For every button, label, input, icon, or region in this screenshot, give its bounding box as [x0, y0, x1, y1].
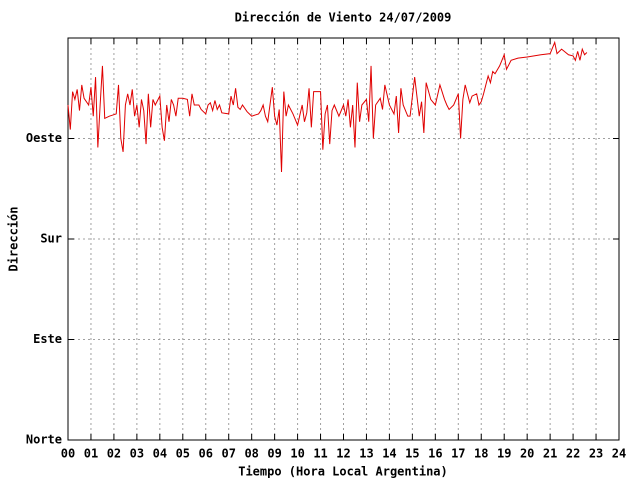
x-tick-label: 12 — [336, 447, 350, 461]
y-axis-label: Dirección — [7, 206, 21, 271]
y-tick-label: Oeste — [26, 131, 62, 145]
x-tick-label: 10 — [290, 447, 304, 461]
x-tick-label: 02 — [107, 447, 121, 461]
x-tick-label: 14 — [382, 447, 396, 461]
x-tick-label: 23 — [589, 447, 603, 461]
y-tick-label: Norte — [26, 433, 62, 447]
x-tick-label: 18 — [474, 447, 488, 461]
y-tick-label: Este — [33, 332, 62, 346]
x-tick-label: 06 — [199, 447, 213, 461]
x-tick-label: 17 — [451, 447, 465, 461]
x-tick-label: 22 — [566, 447, 580, 461]
x-tick-label: 11 — [313, 447, 327, 461]
x-axis-label: Tiempo (Hora Local Argentina) — [238, 465, 448, 479]
x-tick-label: 15 — [405, 447, 419, 461]
x-tick-label: 07 — [221, 447, 235, 461]
x-tick-label: 16 — [428, 447, 442, 461]
x-tick-label: 08 — [244, 447, 258, 461]
x-tick-label: 03 — [130, 447, 144, 461]
x-tick-label: 09 — [267, 447, 281, 461]
x-tick-label: 04 — [153, 447, 167, 461]
data-line — [67, 40, 588, 173]
x-tick-label: 05 — [176, 447, 190, 461]
x-tick-label: 21 — [543, 447, 557, 461]
chart-title: Dirección de Viento 24/07/2009 — [235, 11, 452, 25]
y-tick-label: Sur — [40, 232, 62, 246]
x-tick-label: 19 — [497, 447, 511, 461]
x-tick-label: 00 — [61, 447, 75, 461]
plot-border — [67, 37, 620, 441]
x-tick-label: 20 — [520, 447, 534, 461]
x-tick-label: 24 — [612, 447, 626, 461]
x-tick-label: 01 — [84, 447, 98, 461]
x-tick-label: 13 — [359, 447, 373, 461]
